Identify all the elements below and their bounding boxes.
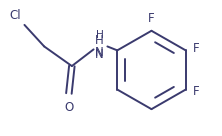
Text: Cl: Cl: [9, 9, 20, 22]
Text: F: F: [193, 42, 199, 55]
Text: H
N: H N: [95, 34, 104, 59]
Text: O: O: [64, 101, 73, 114]
Text: F: F: [193, 85, 199, 98]
Text: F: F: [148, 12, 155, 25]
Text: N: N: [95, 48, 104, 61]
Text: H: H: [95, 30, 103, 40]
